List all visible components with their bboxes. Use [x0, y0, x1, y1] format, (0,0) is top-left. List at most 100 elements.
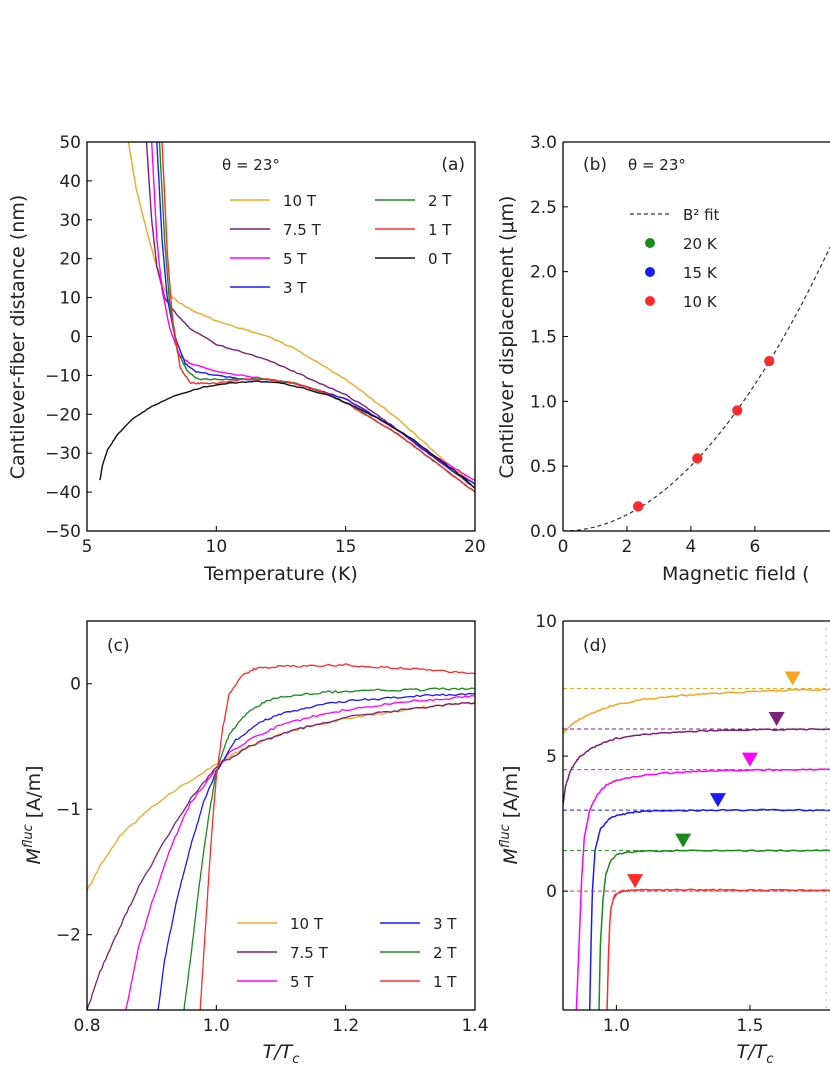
panel-a-legend-label: 1 T [428, 221, 452, 239]
panel-a-ytick-label: −30 [45, 444, 81, 464]
panel-c-series-7-5-t [87, 701, 475, 1010]
panel-c-label: (c) [107, 636, 130, 656]
panel-c-xlabel: T/Tc [263, 1041, 300, 1067]
panel-d-series-3-t [588, 808, 830, 1010]
panel-b-fit-curve [563, 246, 830, 531]
panel-b-ytick-label: 2.5 [530, 198, 557, 218]
panel-b-ytick-label: 2.0 [530, 263, 557, 283]
panel-a-ytick-label: −40 [45, 483, 81, 503]
panel-c-legend-label: 2 T [433, 944, 457, 962]
panel-b-label: (b) [583, 155, 607, 175]
panel-b-xtick-label: 4 [685, 537, 696, 557]
panel-a-ytick-label: 20 [59, 250, 81, 270]
panel-a-ytick-label: −20 [45, 405, 81, 425]
panel-a-xtick-label: 5 [82, 537, 93, 557]
panel-d-ytick-label: 0 [546, 882, 557, 902]
panel-a-legend-label: 5 T [283, 250, 307, 268]
panel-a-legend-label: 3 T [283, 279, 307, 297]
panel-c-series-2-t [183, 687, 475, 1010]
panel-a-legend-label: 10 T [283, 192, 317, 210]
panel-a-legend-label: 7.5 T [283, 221, 322, 239]
panel-b-legend-marker [645, 267, 655, 277]
panel-a-series-0-t [99, 380, 475, 489]
panel-d-tc-marker [675, 833, 692, 848]
panel-d-series-2-t [598, 849, 830, 1010]
panel-d-series-1-t [606, 888, 830, 1010]
panel-a-ytick-label: 40 [59, 172, 81, 192]
panel-d-label: (d) [583, 636, 607, 656]
panel-b-legend-marker [645, 296, 655, 306]
panel-d-ytick-label: 5 [546, 747, 557, 767]
panel-b-legend-label: 20 K [683, 235, 718, 253]
panel-b-xtick-label: 6 [749, 537, 760, 557]
panel-a-xtick-label: 10 [206, 537, 228, 557]
panel-c-ylabel: Mfluc [A/m] [21, 766, 45, 865]
panel-c-legend-label: 10 T [290, 915, 324, 933]
panel-b-angle: θ = 23° [628, 156, 686, 174]
panel-a-ylabel: Cantilever-fiber distance (nm) [7, 195, 29, 480]
panel-a: 5 10 15 20 −50 −40 −30 −20 −10 0 10 20 30 40 50 (a) θ … [7, 133, 486, 585]
panel-d-xtick-label: 1.5 [736, 1016, 763, 1036]
panel-c-legend-label: 7.5 T [290, 944, 329, 962]
panel-b-point-10k [692, 453, 703, 464]
panel-b-ytick-label: 0.0 [530, 522, 557, 542]
panel-a-xtick-label: 15 [335, 537, 357, 557]
panel-b-legend: B² fit 20 K 15 K 10 K [630, 206, 720, 311]
panel-c-series-3-t [157, 692, 475, 1010]
panel-a-ytick-label: 30 [59, 211, 81, 231]
panel-c-xtick-label: 0.8 [73, 1016, 100, 1036]
panel-c-legend-label: 1 T [433, 973, 457, 991]
panel-c-legend-label: 3 T [433, 915, 457, 933]
panel-b-ylabel: Cantilever displacement (μm) [496, 196, 518, 479]
panel-b-ytick-label: 1.5 [530, 328, 557, 348]
panel-c-ytick-label: −2 [56, 926, 81, 946]
panel-c-series-10-t [87, 701, 475, 892]
panel-b-point-10k [633, 501, 644, 512]
panel-a-xtick-label: 20 [464, 537, 486, 557]
panel-d-tc-marker [709, 793, 726, 808]
panel-b-xlabel: Magnetic field ( [662, 563, 810, 585]
panel-b-legend-marker [645, 238, 655, 248]
panel-b-ytick-label: 1.0 [530, 392, 557, 412]
panel-c-xtick-label: 1.2 [332, 1016, 359, 1036]
panel-d-tc-marker [741, 752, 758, 767]
panel-d: 1.0 1.5 0 5 10 (d) T/Tc Mfluc [A/m] [498, 612, 830, 1067]
panel-a-legend-label: 0 T [428, 250, 452, 268]
panel-c-xtick-label: 1.4 [461, 1016, 488, 1036]
panel-a-ytick-label: −50 [45, 522, 81, 542]
panel-a-legend: 10 T 7.5 T 5 T 3 T 2 T 1 T 0 T [230, 192, 452, 297]
panel-b-xtick-label: 0 [558, 537, 569, 557]
panel-b-ytick-label: 3.0 [530, 133, 557, 153]
panel-a-legend-label: 2 T [428, 192, 452, 210]
panel-a-ytick-label: 50 [59, 133, 81, 153]
panel-b-legend-fit-label: B² fit [683, 206, 720, 224]
panel-d-ylabel: Mfluc [A/m] [498, 766, 522, 865]
panel-a-ytick-label: 10 [59, 289, 81, 309]
panel-b-point-10k [732, 405, 743, 416]
panel-d-tc-marker [784, 671, 801, 686]
panel-b-xtick-label: 2 [622, 537, 633, 557]
panel-d-xlabel: T/Tc [737, 1041, 774, 1067]
panel-a-series-10-t [127, 142, 475, 485]
panel-c-legend: 10 T 7.5 T 5 T 3 T 2 T 1 T [237, 915, 457, 991]
panel-a-label: (a) [441, 155, 465, 175]
panel-d-xtick-label: 1.0 [603, 1016, 630, 1036]
panel-a-ytick-label: −10 [45, 366, 81, 386]
panel-b-ytick-label: 0.5 [530, 457, 557, 477]
panel-d-series-5-t [575, 768, 830, 1010]
panel-c-legend-label: 5 T [290, 973, 314, 991]
panel-b-legend-label: 15 K [683, 264, 718, 282]
panel-c-ytick-label: 0 [70, 675, 81, 695]
panel-d-series-7-5-t [563, 728, 830, 805]
panel-d-tc-marker [768, 712, 785, 727]
panel-d-tc-marker [627, 874, 644, 889]
panel-a-xlabel: Temperature (K) [203, 563, 358, 585]
panel-b-point-10k [764, 356, 775, 367]
panel-a-series-1-t [161, 142, 475, 493]
panel-c: 0.8 1.0 1.2 1.4 −2 −1 0 (c) T/Tc Mfluc [A/m] 1… [21, 620, 489, 1067]
panel-c-series-1-t [199, 663, 475, 1010]
panel-a-ytick-label: 0 [70, 328, 81, 348]
panel-c-xtick-label: 1.0 [203, 1016, 230, 1036]
panel-c-ytick-label: −1 [56, 800, 81, 820]
